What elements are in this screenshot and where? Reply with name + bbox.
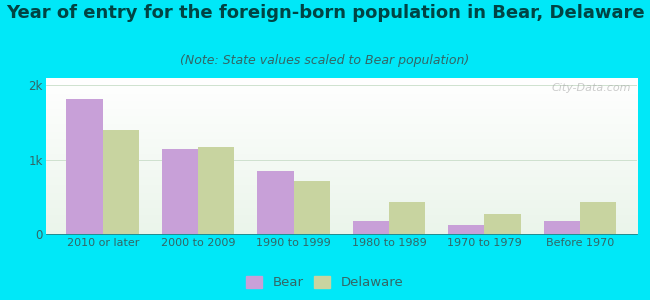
Bar (543, 221, 580, 234)
Bar (66, 99, 103, 234)
Bar (103, 130, 139, 234)
Bar (353, 220, 389, 234)
Text: City-Data.com: City-Data.com (552, 83, 631, 93)
Bar (580, 202, 616, 234)
Text: Year of entry for the foreign-born population in Bear, Delaware: Year of entry for the foreign-born popul… (6, 4, 644, 22)
Bar (448, 225, 484, 234)
Bar (198, 147, 235, 234)
Legend: Bear, Delaware: Bear, Delaware (242, 272, 408, 293)
Bar (294, 181, 330, 234)
Bar (257, 171, 294, 234)
Bar (162, 148, 198, 234)
Bar (389, 202, 425, 234)
Text: (Note: State values scaled to Bear population): (Note: State values scaled to Bear popul… (181, 54, 469, 67)
Bar (484, 214, 521, 234)
